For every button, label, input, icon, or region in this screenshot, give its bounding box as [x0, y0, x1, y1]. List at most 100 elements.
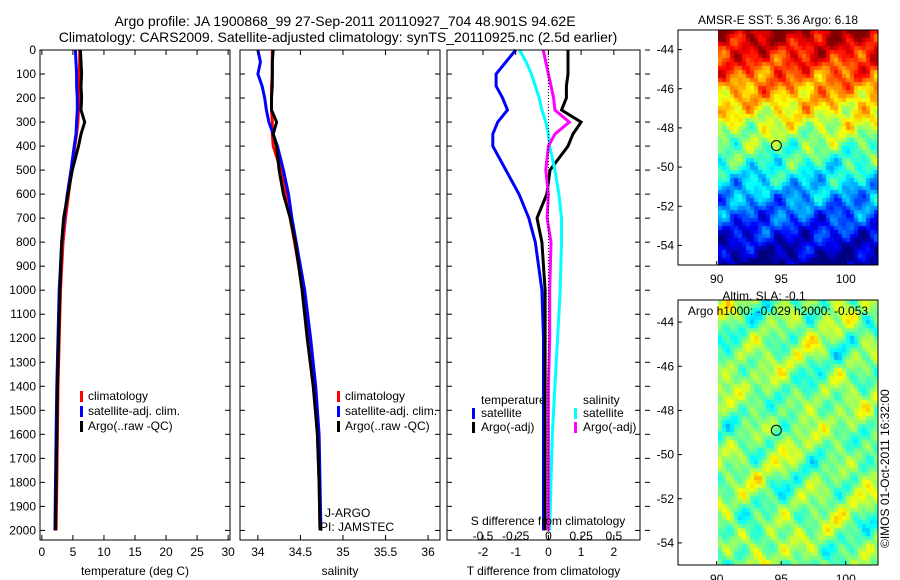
depth-tick-label: 400: [16, 139, 36, 153]
depth-tick-label: 600: [16, 187, 36, 201]
panel-salinity-line-climatology: [270, 50, 322, 531]
depth-tick-label: 200: [16, 91, 36, 105]
panel-temperature-xtick-label: 10: [97, 545, 111, 559]
panel-temperature-legend-swatch: [80, 406, 83, 417]
panel-salinity-xtick-label: 35: [336, 545, 350, 559]
panel-salinity-legend-label: satellite-adj. clim.: [345, 404, 437, 418]
panel-temperature-xtick-label: 30: [221, 545, 235, 559]
panel-difference-xlabel: T difference from climatology: [467, 564, 621, 578]
depth-tick-label: 1200: [9, 331, 36, 345]
sst-map-image: [718, 30, 878, 265]
panel-difference-line-s-satellite: [518, 49, 563, 531]
sla-map-ytick-label: -52: [657, 492, 675, 506]
sla-map-xtick-label: 95: [775, 572, 789, 580]
panel-difference-xtick-label: -1: [510, 545, 521, 559]
depth-tick-label: 1600: [9, 427, 36, 441]
panel-temperature-xtick-label: 5: [70, 545, 77, 559]
panel-salinity-legend-swatch: [337, 406, 340, 417]
imos-footer: ©IMOS 01-Oct-2011 16:32:00: [878, 389, 892, 548]
depth-tick-label: 300: [16, 115, 36, 129]
panel-difference-xtick-label: 2: [610, 545, 617, 559]
panel-salinity-xlabel: salinity: [322, 564, 359, 578]
panel-difference-line-t-argo-adj-: [535, 50, 584, 531]
depth-tick-label: 1300: [9, 355, 36, 369]
sst-map-title: AMSR-E SST: 5.36 Argo: 6.18: [698, 13, 858, 27]
panel-salinity-xtick-label: 35.5: [374, 545, 398, 559]
depth-tick-label: 1900: [9, 499, 36, 513]
legend-salinity-title: salinity: [583, 393, 620, 407]
panel-salinity-legend-swatch: [337, 391, 340, 402]
panel-temperature-xtick-label: 0: [39, 545, 46, 559]
depth-tick-label: 1800: [9, 475, 36, 489]
sst-map-ytick-label: -50: [657, 160, 675, 174]
depth-tick-label: 2000: [9, 523, 36, 537]
depth-tick-label: 1400: [9, 379, 36, 393]
diff-legend-swatch: [574, 422, 577, 433]
s-diff-tick-label: 0.25: [569, 529, 593, 543]
sla-map-ytick-label: -46: [657, 359, 675, 373]
depth-tick-label: 0: [29, 43, 36, 57]
depth-tick-label: 100: [16, 67, 36, 81]
sla-map-image: [718, 300, 878, 565]
s-diff-tick-label: 0.5: [605, 529, 622, 543]
panel-salinity-xtick-label: 36: [421, 545, 435, 559]
depth-tick-label: 500: [16, 163, 36, 177]
sla-map-ytick-label: -50: [657, 448, 675, 462]
sst-map-xtick-label: 95: [775, 272, 789, 286]
panel-temperature-legend-swatch: [80, 391, 83, 402]
diff-legend-label: satellite: [481, 406, 522, 420]
diff-legend-label: Argo(-adj): [583, 420, 636, 434]
depth-tick-label: 1100: [10, 307, 36, 321]
sla-map-subtitle: Argo h1000: -0.029 h2000: -0.053: [688, 304, 868, 318]
panel-temperature-xtick-label: 15: [128, 545, 142, 559]
depth-tick-label: 900: [16, 259, 36, 273]
sst-map-ytick-label: -54: [657, 238, 675, 252]
sst-map-frame: [677, 29, 879, 266]
sla-map-ytick-label: -44: [657, 315, 675, 329]
depth-tick-label: 1500: [9, 403, 36, 417]
panel-difference-line-t-satellite: [491, 49, 545, 531]
diff-legend-swatch: [574, 408, 577, 419]
sst-map-xtick-label: 90: [710, 272, 724, 286]
panel-salinity-xtick-label: 34: [251, 545, 265, 559]
panel-temperature-legend-label: satellite-adj. clim.: [88, 404, 180, 418]
panel-salinity-legend-label: climatology: [345, 389, 405, 403]
panel-salinity-legend-label: Argo(..raw -QC): [345, 419, 430, 433]
float-program-label: J-ARGO: [325, 506, 370, 520]
panel-salinity-line-argo-raw-qc-: [270, 49, 322, 531]
s-diff-tick-label: 0: [545, 529, 552, 543]
diff-legend-swatch: [472, 422, 475, 433]
title-line-1: Argo profile: JA 1900868_99 27-Sep-2011 …: [114, 13, 575, 29]
sla-map-ytick-label: -48: [657, 403, 675, 417]
panel-salinity-frame: [239, 49, 441, 541]
panel-temperature-legend-swatch: [80, 421, 83, 432]
panel-salinity-xtick-label: 34.5: [289, 545, 313, 559]
sst-map-ytick-label: -48: [657, 121, 675, 135]
panel-temperature-legend-label: Argo(..raw -QC): [88, 419, 173, 433]
panel-temperature-legend-label: climatology: [88, 389, 148, 403]
sla-map-frame: [677, 299, 879, 566]
panel-difference-xtick-label: -2: [478, 545, 489, 559]
sla-map-ytick-label: -54: [657, 536, 675, 550]
panel-salinity-legend-swatch: [337, 421, 340, 432]
float-pi-label: PI: JAMSTEC: [320, 520, 394, 534]
sst-map-argo-location-marker: [770, 140, 782, 152]
diff-legend-label: satellite: [583, 406, 624, 420]
depth-tick-label: 800: [16, 235, 36, 249]
s-difference-axis-label: S difference from climatology: [471, 514, 626, 528]
title-line-2: Climatology: CARS2009. Satellite-adjuste…: [59, 29, 617, 45]
depth-tick-label: 1000: [9, 283, 36, 297]
depth-tick-label: 700: [16, 211, 36, 225]
panel-temperature-xtick-label: 20: [159, 545, 173, 559]
sla-map-xtick-label: 90: [710, 572, 724, 580]
diff-legend-swatch: [472, 408, 475, 419]
s-diff-tick-label: -0.5: [473, 529, 494, 543]
panel-difference-xtick-label: 0: [545, 545, 552, 559]
sla-map-argo-location-marker: [770, 424, 782, 436]
sst-map-ytick-label: -44: [657, 43, 675, 57]
diff-legend-label: Argo(-adj): [481, 420, 534, 434]
s-diff-tick-label: -0.25: [502, 529, 530, 543]
panel-temperature-xtick-label: 25: [190, 545, 204, 559]
sla-map-xtick-label: 100: [836, 572, 856, 580]
